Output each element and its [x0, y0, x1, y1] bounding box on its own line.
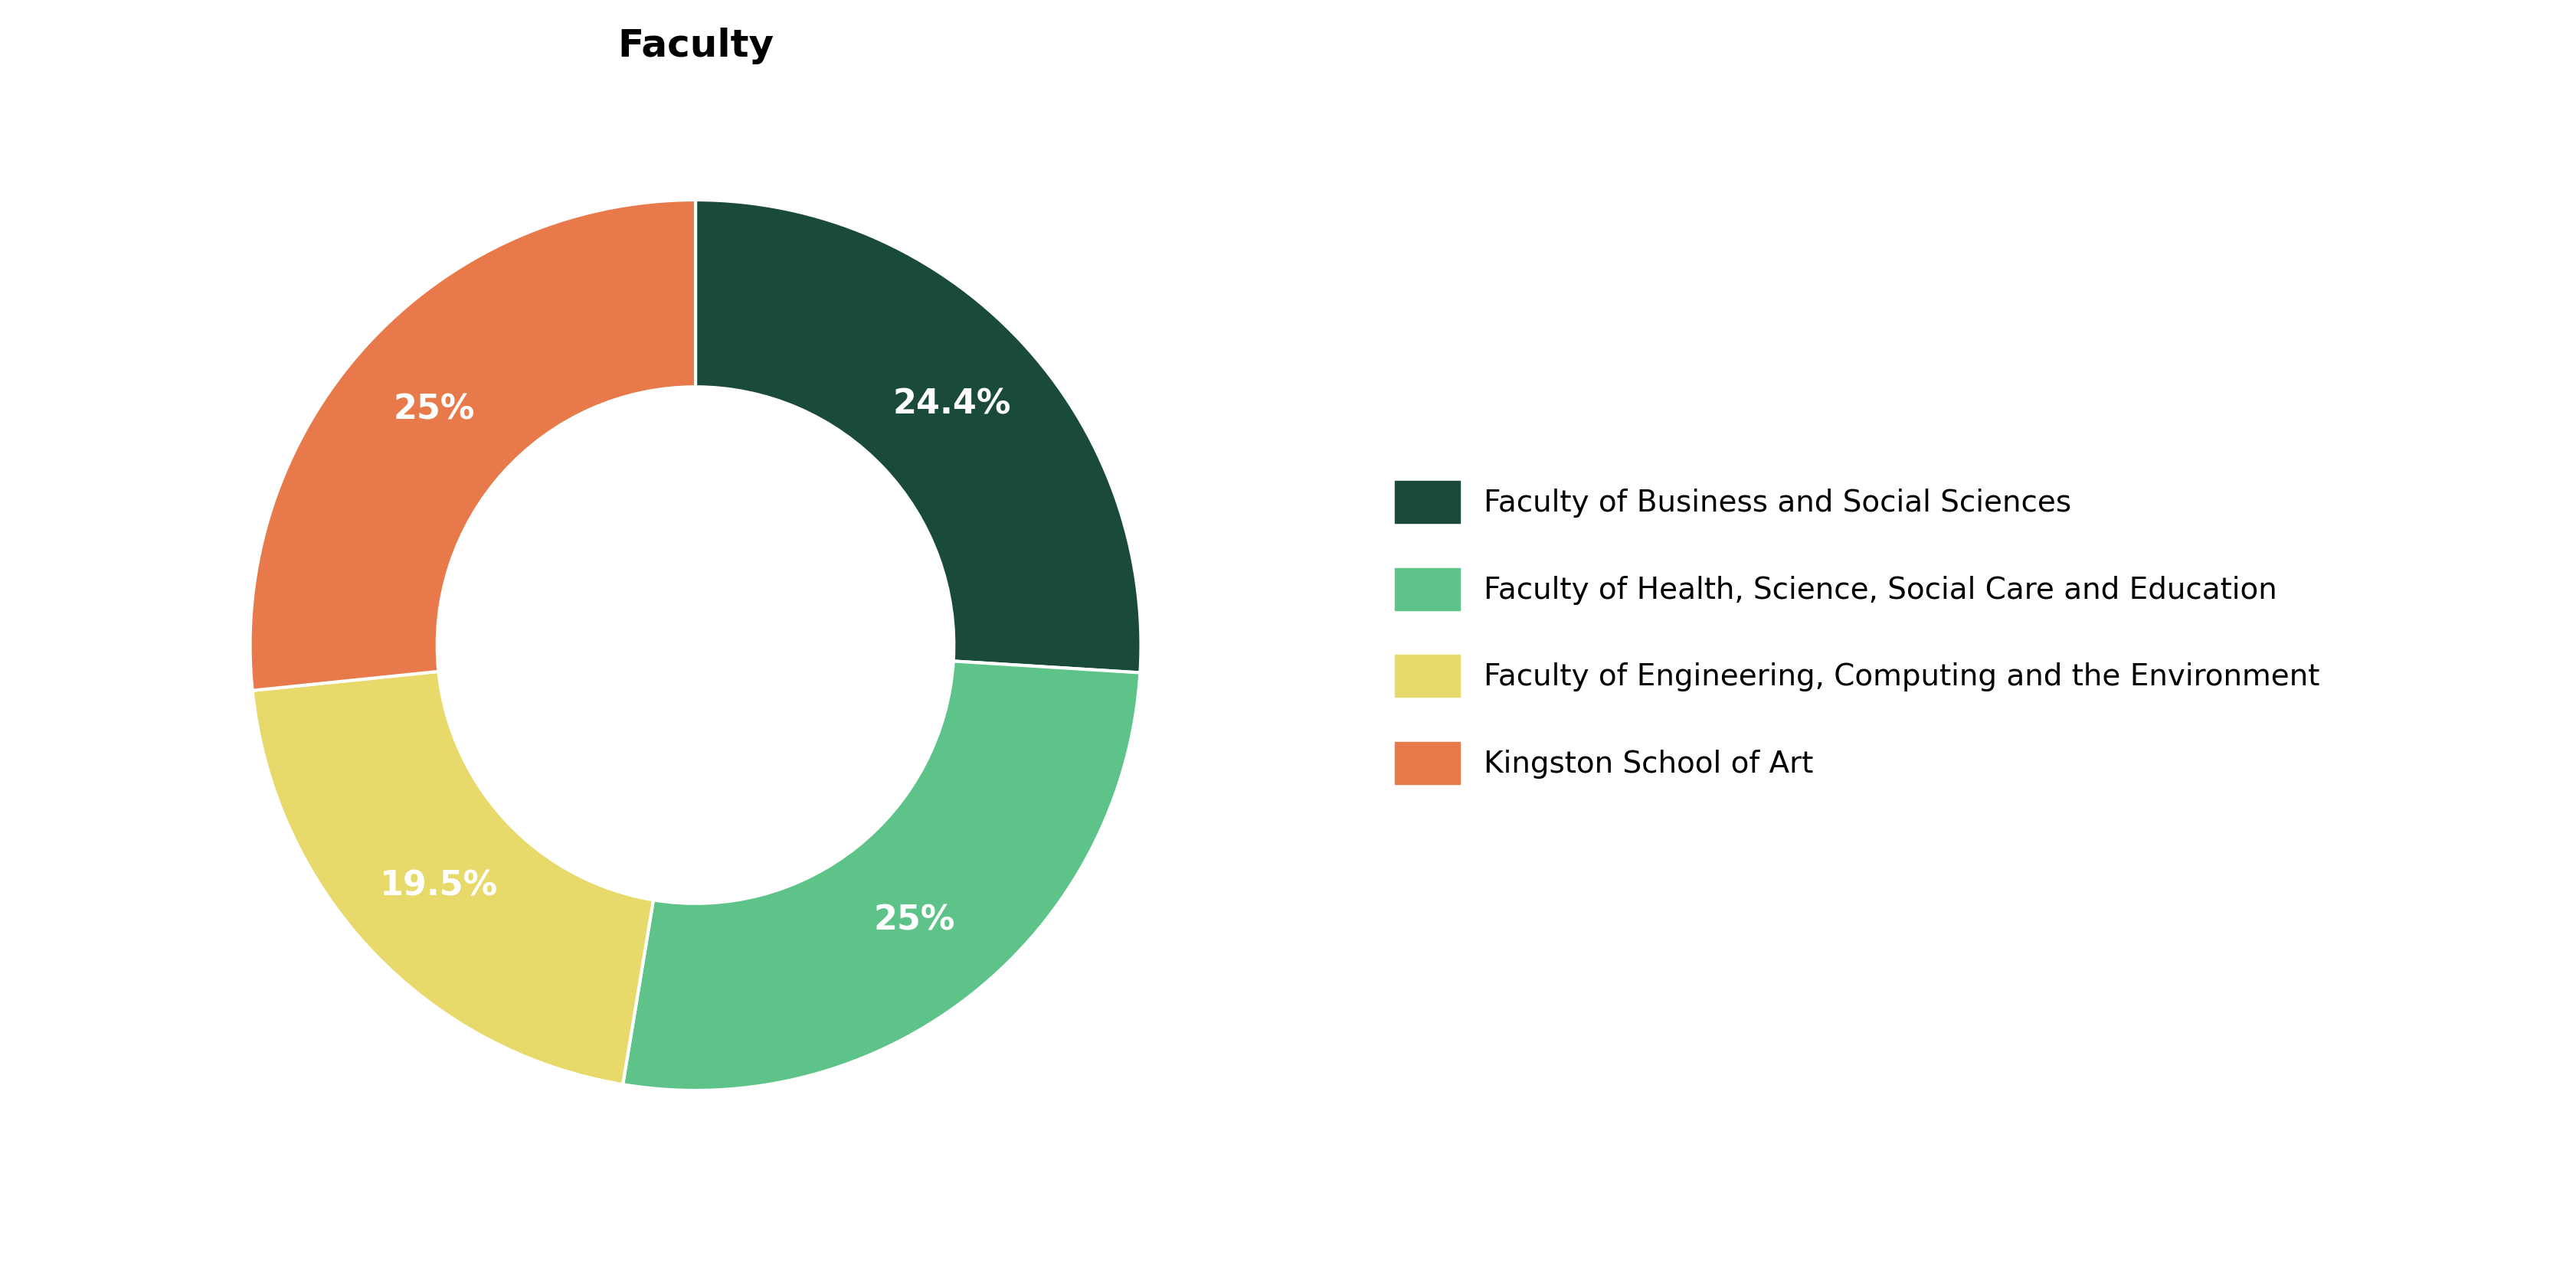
Wedge shape: [250, 200, 696, 691]
Text: 24.4%: 24.4%: [894, 388, 1010, 421]
Wedge shape: [252, 672, 654, 1084]
Text: 25%: 25%: [873, 904, 956, 937]
Title: Faculty: Faculty: [618, 28, 773, 65]
Text: 19.5%: 19.5%: [381, 869, 497, 902]
Wedge shape: [623, 662, 1141, 1090]
Text: 25%: 25%: [394, 393, 474, 426]
Wedge shape: [696, 200, 1141, 673]
Legend: Faculty of Business and Social Sciences, Faculty of Health, Science, Social Care: Faculty of Business and Social Sciences,…: [1365, 452, 2349, 813]
